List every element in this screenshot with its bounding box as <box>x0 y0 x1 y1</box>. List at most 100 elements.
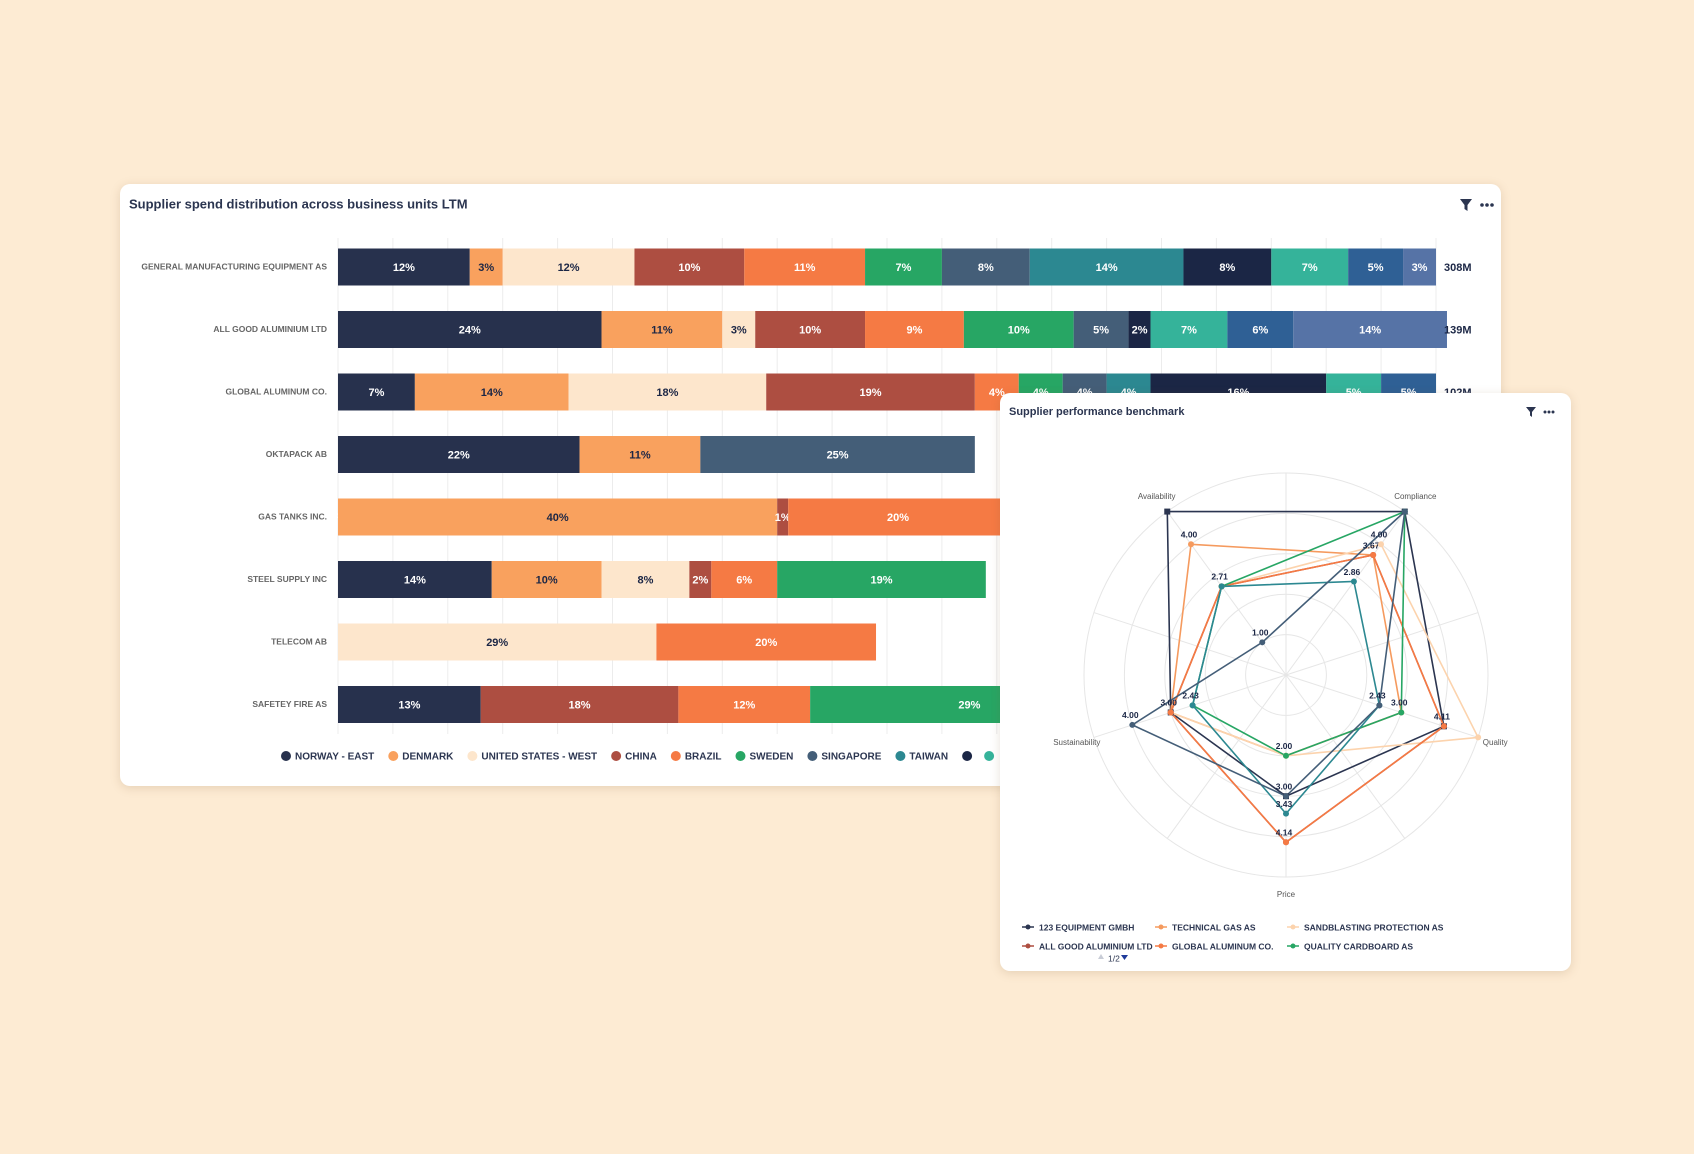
filter-icon[interactable] <box>1526 407 1536 417</box>
point-label: 2.71 <box>1211 572 1228 582</box>
bar-segment <box>502 248 635 286</box>
bar-segment <box>338 686 481 723</box>
bar-value-label: 20% <box>755 637 777 649</box>
bar-segment <box>491 561 602 598</box>
bar-value-label: 29% <box>486 637 508 649</box>
radar-line <box>1169 554 1445 844</box>
bar-segment <box>338 311 602 348</box>
radar-line <box>1166 510 1445 798</box>
row-total: 139M <box>1444 324 1472 336</box>
bar-value-label: 3% <box>1412 262 1428 274</box>
bar-segment <box>766 373 975 411</box>
point-label: 3.00 <box>1276 781 1293 791</box>
bar-value-label: 4% <box>989 387 1005 399</box>
radar-point <box>1218 583 1225 590</box>
bar-value-label: 7% <box>1181 324 1197 336</box>
radar-point <box>1377 541 1384 548</box>
category-label: GENERAL MANUFACTURING EQUIPMENT AS <box>141 261 327 271</box>
grid-spoke <box>1285 674 1406 839</box>
radar-point <box>1401 508 1408 515</box>
bar-segment <box>338 498 778 536</box>
category-label: GAS TANKS INC. <box>258 511 327 521</box>
spend-chart: Supplier spend distribution across busin… <box>129 196 1494 763</box>
bar-segment <box>689 561 712 598</box>
bar-value-label: 14% <box>481 387 503 399</box>
radar-point <box>1167 709 1174 716</box>
radar-point <box>1164 508 1171 515</box>
bar-segment <box>722 311 756 348</box>
bar-segment <box>634 248 745 286</box>
point-label: 2.43 <box>1182 691 1199 701</box>
bar-value-label: 18% <box>569 699 591 711</box>
bar-segment <box>941 248 1030 286</box>
bar-value-label: 13% <box>398 699 420 711</box>
bar-value-label: 14% <box>1096 262 1118 274</box>
point-label: 3.67 <box>1363 540 1380 550</box>
radar-point <box>1283 810 1289 817</box>
point-label: 4.11 <box>1434 712 1450 722</box>
legend-marker <box>1025 924 1031 930</box>
point-label: 2.43 <box>1369 691 1386 701</box>
radar-point <box>1283 839 1289 846</box>
benchmark-chart: Supplier performance benchmark Availabil… <box>1009 406 1555 963</box>
point-label: 3.43 <box>1276 799 1293 809</box>
legend-marker <box>611 751 622 761</box>
radar-point <box>1440 723 1447 730</box>
grid-spoke <box>1166 511 1287 676</box>
bar-value-label: 1% <box>775 512 791 524</box>
bar-value-label: 2% <box>692 574 708 586</box>
legend-label: SINGAPORE <box>821 752 881 763</box>
bar-value-label: 3% <box>478 262 494 274</box>
more-icon[interactable] <box>1543 410 1555 414</box>
point-label: 4.14 <box>1276 828 1293 838</box>
radar-point <box>1129 721 1136 728</box>
bar-segment <box>1029 248 1184 286</box>
legend-pager[interactable] <box>1098 954 1128 960</box>
bar-segment <box>338 373 415 411</box>
radar-point <box>1189 702 1196 709</box>
category-label: OKTAPACK AB <box>266 449 327 459</box>
bar-segment <box>1227 311 1294 348</box>
bar-value-label: 9% <box>906 324 922 336</box>
legend-marker <box>388 751 399 761</box>
legend-page: 1/2 <box>1108 953 1120 963</box>
bar-segment <box>656 623 877 661</box>
point-label: 3.00 <box>1391 698 1408 708</box>
radar-point <box>1475 734 1482 741</box>
bar-segment <box>711 561 778 598</box>
filter-icon[interactable] <box>1460 199 1472 211</box>
point-label: 2.86 <box>1344 567 1361 577</box>
more-icon[interactable] <box>1480 203 1494 207</box>
legend-label: GLOBAL ALUMINUM CO. <box>1172 941 1274 951</box>
bar-value-label: 2% <box>1132 324 1148 336</box>
legend-label: DENMARK <box>402 752 454 763</box>
point-label: 4.00 <box>1371 530 1388 540</box>
bar-value-label: 19% <box>860 387 882 399</box>
radar-line <box>1191 580 1381 815</box>
panel-title: Supplier spend distribution across busin… <box>129 196 468 211</box>
bar-segment <box>1128 311 1151 348</box>
bar-segment <box>480 686 679 723</box>
bar-segment <box>865 248 942 286</box>
bar-segment <box>744 248 866 286</box>
bar-segment <box>601 311 723 348</box>
bar-value-label: 11% <box>629 449 651 461</box>
legend-label: TECHNICAL GAS AS <box>1172 922 1256 932</box>
radar-point <box>1376 702 1383 709</box>
legend-label: SWEDEN <box>749 752 793 763</box>
row-total: 308M <box>1444 262 1472 274</box>
legend-label: NORWAY - EAST <box>295 752 374 763</box>
bar-value-label: 7% <box>896 262 912 274</box>
axis-label: Quality <box>1483 738 1508 747</box>
bar-segment <box>338 248 470 286</box>
axis-label: Availability <box>1138 492 1176 501</box>
benchmark-panel: Supplier performance benchmark Availabil… <box>1000 393 1571 971</box>
category-label: GLOBAL ALUMINUM CO. <box>225 386 327 396</box>
point-label: 1.00 <box>1252 628 1269 638</box>
legend-marker <box>895 751 906 761</box>
radar-point <box>1398 709 1405 716</box>
bar-value-label: 10% <box>678 262 700 274</box>
bar-value-label: 25% <box>827 449 849 461</box>
bar-segment <box>865 311 964 348</box>
legend-label: TAIWAN <box>909 752 948 763</box>
